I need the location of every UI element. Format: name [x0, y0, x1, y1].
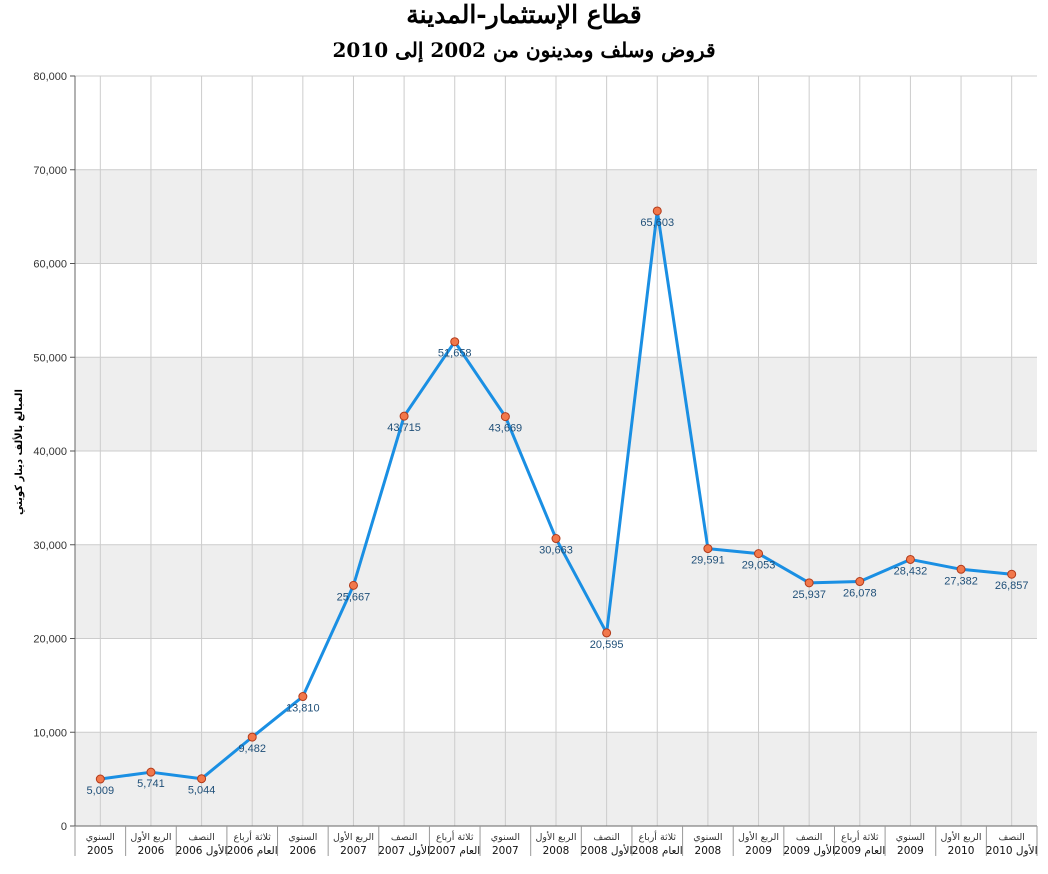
data-labels: 5,009 5,741 5,044 9,482 13,810 25,667 43,715 51… — [87, 217, 1029, 797]
x-tick-label-line2: 2006 — [289, 845, 316, 857]
data-point — [652, 206, 662, 216]
x-tick-label-line1: السنوي — [693, 832, 722, 843]
data-label: 43,669 — [489, 423, 523, 435]
data-label: 25,667 — [337, 591, 371, 603]
data-point — [804, 578, 814, 588]
x-tick-label-line2: 2008 — [543, 845, 570, 857]
data-label: 27,382 — [944, 575, 978, 587]
x-tick-label-line2: الأول 2008 — [581, 844, 633, 857]
data-label: 43,715 — [387, 422, 421, 434]
x-tick-label-line2: 2007 — [492, 845, 519, 857]
data-point — [348, 580, 358, 590]
data-label: 29,591 — [691, 555, 725, 567]
data-label: 30,663 — [539, 545, 573, 557]
data-point — [905, 554, 915, 564]
x-tick-label-line2: 2005 — [87, 845, 114, 857]
data-label: 5,009 — [87, 785, 115, 797]
data-point — [399, 411, 409, 421]
x-tick-label-line2: 2007 — [340, 845, 367, 857]
data-point — [298, 692, 308, 702]
x-tick-label-line1: السنوي — [86, 832, 115, 843]
data-point — [1007, 569, 1017, 579]
x-tick-label-line2: 2006 — [138, 845, 165, 857]
x-tick-label-line1: النصف — [998, 832, 1024, 843]
data-label: 29,053 — [742, 560, 776, 572]
y-tick-label: 30,000 — [33, 540, 67, 552]
data-point — [703, 544, 713, 554]
y-tick-label: 80,000 — [33, 71, 67, 83]
y-tick-label: 10,000 — [33, 727, 67, 739]
data-label: 26,078 — [843, 588, 877, 600]
data-point — [956, 564, 966, 574]
data-point — [551, 534, 561, 544]
x-tick-label-line2: الأول 2006 — [176, 844, 228, 857]
chart-subtitle: قروض وسلف ومدينون من 2002 إلى 2010 — [332, 38, 716, 62]
x-tick-label-line1: النصف — [391, 832, 417, 843]
x-tick-label-line1: السنوي — [288, 832, 317, 843]
x-tick-label-line2: الأول 2007 — [378, 844, 430, 857]
data-point — [500, 412, 510, 422]
x-tick-label-line1: السنوي — [491, 832, 520, 843]
data-label: 5,044 — [188, 785, 216, 797]
data-label: 65,603 — [640, 217, 674, 229]
data-point — [95, 774, 105, 784]
data-label: 5,741 — [137, 778, 165, 790]
x-tick-label-line2: العام 2007 — [429, 845, 480, 857]
data-point — [450, 337, 460, 347]
x-tick-label-line2: العام 2009 — [834, 845, 885, 857]
data-point — [602, 628, 612, 638]
data-label: 51,658 — [438, 348, 472, 360]
y-tick-label: 70,000 — [33, 165, 67, 177]
chart-title: قطاع الإستثمار-المدينة — [406, 0, 642, 29]
x-tick-label-line1: الربع الأول — [535, 831, 576, 843]
data-label: 28,432 — [894, 565, 928, 577]
data-label: 20,595 — [590, 639, 624, 651]
data-label: 26,857 — [995, 580, 1029, 592]
x-tick-label-line1: الربع الأول — [130, 831, 171, 843]
x-tick-label-line1: ثلاثة أرباع — [436, 830, 474, 843]
x-tick-label-line1: ثلاثة أرباع — [639, 830, 677, 843]
data-label: 25,937 — [792, 589, 826, 601]
y-tick-label: 0 — [61, 821, 67, 833]
y-tick-label: 50,000 — [33, 352, 67, 364]
x-tick-label-line2: 2008 — [695, 845, 722, 857]
x-tick-label-line2: العام 2008 — [632, 845, 683, 857]
y-tick-label: 60,000 — [33, 259, 67, 271]
x-tick-label-line1: الربع الأول — [941, 831, 982, 843]
y-tick-label: 20,000 — [33, 634, 67, 646]
x-tick-label-line2: 2009 — [897, 845, 924, 857]
data-label: 9,482 — [238, 743, 266, 755]
x-tick-label-line1: الربع الأول — [333, 831, 374, 843]
y-axis-ticks: 0 10,000 20,000 30,000 40,000 50,000 60,000 70,… — [33, 71, 75, 833]
data-point — [146, 767, 156, 777]
data-point — [197, 774, 207, 784]
y-tick-label: 40,000 — [33, 446, 67, 458]
x-tick-label-line2: العام 2006 — [227, 845, 278, 857]
x-tick-label-line2: الأول 2009 — [783, 844, 835, 857]
x-tick-label-line2: الأول 2010 — [986, 844, 1038, 857]
x-tick-label-line1: ثلاثة أرباع — [841, 830, 879, 843]
data-point — [247, 732, 257, 742]
data-point — [855, 577, 865, 587]
series-markers — [95, 206, 1017, 784]
x-tick-label-line1: النصف — [188, 832, 214, 843]
data-point — [754, 549, 764, 559]
data-label: 13,810 — [286, 703, 320, 715]
x-tick-label-line1: النصف — [593, 832, 619, 843]
y-axis-label: المبالغ بالألف دينار كويتي — [12, 389, 25, 515]
x-tick-label-line1: السنوي — [896, 832, 925, 843]
x-tick-label-line1: ثلاثة أرباع — [233, 830, 271, 843]
x-tick-label-line2: 2009 — [745, 845, 772, 857]
x-tick-label-line2: 2010 — [948, 845, 975, 857]
x-tick-label-line1: الربع الأول — [738, 831, 779, 843]
x-tick-label-line1: النصف — [796, 832, 822, 843]
